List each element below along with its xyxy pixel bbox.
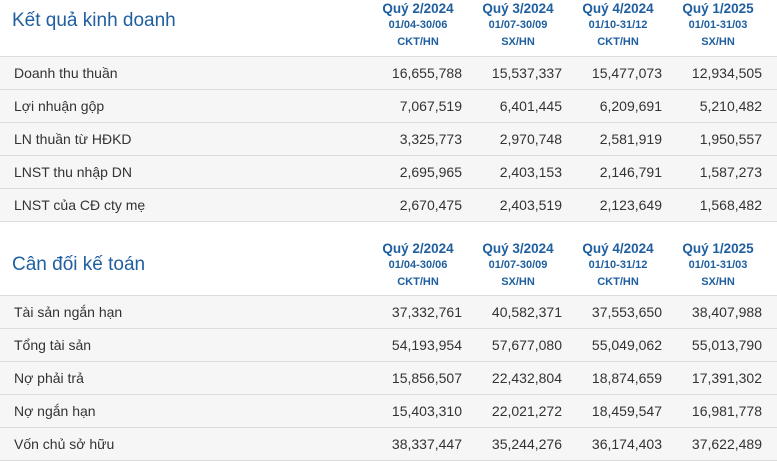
table-row: Nợ phải trả 15,856,507 22,432,804 18,874… (0, 362, 777, 395)
row-value: 37,553,650 (591, 304, 662, 320)
row-value: 5,210,482 (699, 98, 762, 114)
table-row: Lợi nhuận gộp 7,067,519 6,401,445 6,209,… (0, 90, 777, 123)
business-col-dates: 01/01-31/03 (688, 19, 748, 31)
row-value: 15,856,507 (391, 370, 462, 386)
row-value: 16,981,778 (691, 403, 762, 419)
row-value: 16,655,788 (391, 65, 462, 81)
business-col-dates: 01/04-30/06 (388, 19, 448, 31)
table-row: LNST thu nhập DN 2,695,965 2,403,153 2,1… (0, 156, 777, 189)
business-col-type: CKT/HN (597, 36, 639, 48)
row-label: LN thuần từ HĐKD (14, 131, 132, 147)
row-value: 40,582,371 (491, 304, 562, 320)
row-value: 37,622,489 (691, 436, 762, 452)
business-results-header: Kết quả kinh doanh Quý 2/2024 01/04-30/0… (0, 0, 777, 57)
row-value: 57,677,080 (491, 337, 562, 353)
table-row: Tài sản ngắn hạn 37,332,761 40,582,371 3… (0, 296, 777, 329)
row-value: 2,670,475 (399, 197, 462, 213)
row-value: 2,403,153 (499, 164, 562, 180)
balance-col-quarter: Quý 2/2024 (382, 241, 454, 256)
balance-col-quarter: Quý 4/2024 (582, 241, 654, 256)
row-value: 15,477,073 (591, 65, 662, 81)
row-value: 55,013,790 (691, 337, 762, 353)
business-col-dates: 01/07-30/09 (488, 19, 548, 31)
row-label: Nợ phải trả (14, 370, 84, 386)
row-value: 3,325,773 (399, 131, 462, 147)
row-value: 6,209,691 (599, 98, 662, 114)
balance-sheet-section: Cân đối kế toán Quý 2/2024 01/04-30/06 C… (0, 240, 777, 461)
business-col-quarter: Quý 3/2024 (482, 1, 554, 16)
balance-col-dates: 01/04-30/06 (388, 259, 448, 271)
balance-col-type: SX/HN (501, 276, 535, 288)
business-col-type: CKT/HN (397, 36, 439, 48)
row-value: 22,432,804 (491, 370, 562, 386)
balance-col-quarter: Quý 1/2025 (682, 241, 754, 256)
row-label: Doanh thu thuần (14, 65, 118, 81)
balance-col-header-1: Quý 2/2024 01/04-30/06 CKT/HN (368, 240, 468, 291)
row-value: 18,459,547 (591, 403, 662, 419)
row-label: Tài sản ngắn hạn (14, 304, 123, 320)
row-value: 38,407,988 (691, 304, 762, 320)
business-col-dates: 01/10-31/12 (588, 19, 648, 31)
row-value: 17,391,302 (691, 370, 762, 386)
balance-col-dates: 01/10-31/12 (588, 259, 648, 271)
row-label: Lợi nhuận gộp (14, 98, 105, 114)
row-value: 1,587,273 (699, 164, 762, 180)
balance-col-dates: 01/01-31/03 (688, 259, 748, 271)
row-value: 1,950,557 (699, 131, 762, 147)
business-col-header-3: Quý 4/2024 01/10-31/12 CKT/HN (568, 0, 668, 51)
row-value: 15,537,337 (491, 65, 562, 81)
balance-sheet-header: Cân đối kế toán Quý 2/2024 01/04-30/06 C… (0, 240, 777, 296)
row-label: Vốn chủ sở hữu (14, 436, 115, 452)
business-col-quarter: Quý 1/2025 (682, 1, 754, 16)
row-value: 54,193,954 (391, 337, 462, 353)
business-col-type: SX/HN (501, 36, 535, 48)
row-value: 22,021,272 (491, 403, 562, 419)
table-row: LNST của CĐ cty mẹ 2,670,475 2,403,519 2… (0, 189, 777, 222)
row-value: 12,934,505 (691, 65, 762, 81)
balance-col-type: SX/HN (701, 276, 735, 288)
row-value: 6,401,445 (499, 98, 562, 114)
table-row: LN thuần từ HĐKD 3,325,773 2,970,748 2,5… (0, 123, 777, 156)
row-value: 35,244,276 (491, 436, 562, 452)
business-col-quarter: Quý 2/2024 (382, 1, 454, 16)
row-value: 2,123,649 (599, 197, 662, 213)
business-col-type: SX/HN (701, 36, 735, 48)
balance-col-header-4: Quý 1/2025 01/01-31/03 SX/HN (668, 240, 768, 291)
balance-col-header-2: Quý 3/2024 01/07-30/09 SX/HN (468, 240, 568, 291)
row-value: 18,874,659 (591, 370, 662, 386)
row-value: 36,174,403 (591, 436, 662, 452)
table-row: Nợ ngắn hạn 15,403,310 22,021,272 18,459… (0, 395, 777, 428)
balance-col-type: CKT/HN (597, 276, 639, 288)
table-row: Vốn chủ sở hữu 38,337,447 35,244,276 36,… (0, 428, 777, 461)
business-results-title: Kết quả kinh doanh (12, 10, 176, 31)
balance-sheet-title: Cân đối kế toán (12, 254, 146, 275)
row-value: 2,970,748 (499, 131, 562, 147)
row-value: 1,568,482 (699, 197, 762, 213)
balance-col-dates: 01/07-30/09 (488, 259, 548, 271)
table-row: Doanh thu thuần 16,655,788 15,537,337 15… (0, 57, 777, 90)
table-row: Tổng tài sản 54,193,954 57,677,080 55,04… (0, 329, 777, 362)
row-value: 2,146,791 (599, 164, 662, 180)
row-value: 7,067,519 (399, 98, 462, 114)
row-label: Tổng tài sản (14, 337, 92, 353)
row-value: 37,332,761 (391, 304, 462, 320)
row-value: 2,695,965 (399, 164, 462, 180)
row-value: 2,581,919 (599, 131, 662, 147)
balance-col-header-3: Quý 4/2024 01/10-31/12 CKT/HN (568, 240, 668, 291)
row-value: 55,049,062 (591, 337, 662, 353)
row-label: LNST thu nhập DN (14, 164, 133, 180)
business-col-header-1: Quý 2/2024 01/04-30/06 CKT/HN (368, 0, 468, 51)
balance-col-type: CKT/HN (397, 276, 439, 288)
business-results-section: Kết quả kinh doanh Quý 2/2024 01/04-30/0… (0, 0, 777, 222)
row-value: 15,403,310 (391, 403, 462, 419)
business-col-header-4: Quý 1/2025 01/01-31/03 SX/HN (668, 0, 768, 51)
row-label: Nợ ngắn hạn (14, 403, 96, 419)
row-value: 2,403,519 (499, 197, 562, 213)
row-value: 38,337,447 (391, 436, 462, 452)
business-col-quarter: Quý 4/2024 (582, 1, 654, 16)
row-label: LNST của CĐ cty mẹ (14, 197, 146, 213)
balance-col-quarter: Quý 3/2024 (482, 241, 554, 256)
business-col-header-2: Quý 3/2024 01/07-30/09 SX/HN (468, 0, 568, 51)
